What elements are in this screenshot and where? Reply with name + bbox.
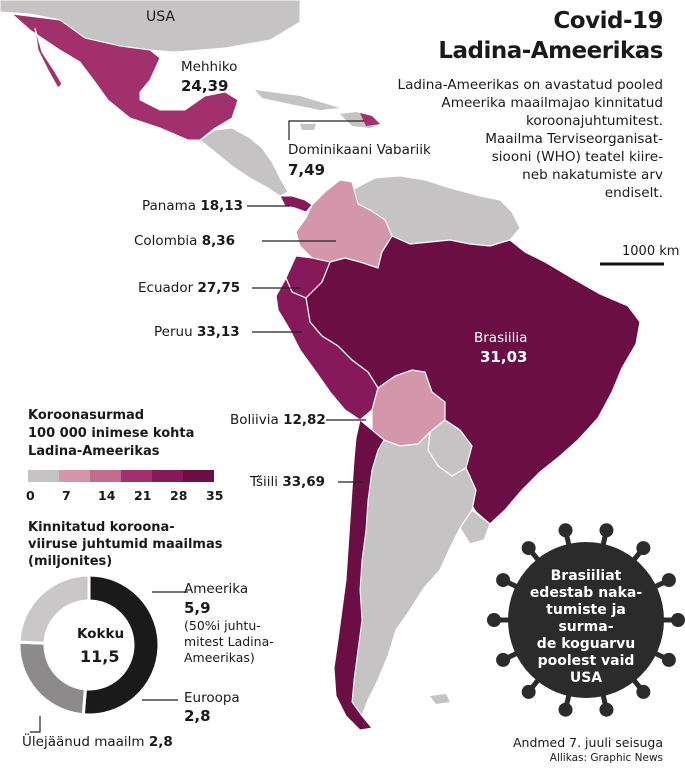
title-line1: Covid-19 [553, 8, 663, 34]
donut-total-label: Kokku [77, 626, 125, 642]
legend-tick-3: 21 [134, 488, 152, 503]
legend-tick-4: 28 [170, 488, 188, 503]
legend-tick-0: 0 [26, 488, 35, 503]
virus-spike-tip [558, 523, 573, 538]
cases-donut [17, 573, 161, 717]
virus-spike-tip [521, 541, 536, 556]
europe-label: Euroopa [184, 690, 240, 706]
legend-swatch-2 [90, 470, 121, 482]
uruguay-shape [459, 509, 491, 545]
label-mexico-name: Mehhiko [181, 59, 238, 75]
america-value: 5,9 [184, 599, 211, 617]
virus-spike-tip [496, 573, 511, 588]
title-line2: Ladina-Ameerikas [438, 38, 663, 64]
label-panama: Panama 18,13 [142, 198, 244, 214]
cases-title: Kinnitatud koroona-viiruse juhtumid maai… [28, 520, 223, 569]
donut-total-value: 11,5 [80, 647, 120, 666]
america-label: Ameerika [184, 581, 249, 597]
footer-source: Allikas: Graphic News [549, 752, 663, 764]
central-america-shape [199, 127, 289, 197]
label-dominican-value: 7,49 [288, 161, 326, 179]
donut-slice-2 [17, 573, 91, 645]
legend-swatch-1 [59, 470, 90, 482]
europe-value: 2,8 [184, 707, 211, 725]
virus-spike-tip [487, 613, 501, 627]
legend-tick-5: 35 [206, 488, 224, 503]
label-dominican-name: Dominikaani Vabariik [288, 142, 431, 158]
label-chile: Tšiili 33,69 [250, 474, 326, 490]
label-usa: USA [146, 9, 175, 25]
mexico-shape [10, 13, 239, 141]
virus-spike-tip [496, 652, 511, 667]
virus-spike-tip [558, 702, 573, 717]
virus-spike-tip [636, 684, 651, 699]
legend-tick-2: 14 [98, 488, 116, 503]
dominican-shape [360, 113, 380, 126]
falklands-shape [430, 694, 450, 704]
virus-icon [487, 523, 685, 717]
scale-label: 1000 km [622, 244, 680, 259]
label-brazil-value: 31,03 [480, 348, 528, 366]
legend-title: Koroonasurmad 100 000 inimese kohta Ladina… [28, 408, 195, 459]
legend-swatch-4 [152, 470, 183, 482]
legend-swatch-0 [28, 470, 59, 482]
panama-shape [279, 195, 313, 213]
rest-label: Ülejäänud maailm 2,8 [22, 734, 173, 750]
chile-shape [333, 419, 385, 731]
legend-swatch-5 [183, 470, 214, 482]
label-colombia: Colombia 8,36 [134, 233, 236, 249]
label-brazil-name: Brasiilia [474, 330, 528, 346]
virus-spike-tip [521, 684, 536, 699]
label-peru: Peruu 33,13 [154, 324, 240, 340]
donut-slice-0 [81, 573, 161, 717]
label-bolivia: Boliivia 12,82 [230, 412, 326, 428]
virus-text: Brasiiliat edestab naka-tumiste ja surma-… [529, 568, 643, 686]
virus-spike-tip [661, 652, 676, 667]
donut-slice-1 [17, 640, 88, 717]
label-ecuador: Ecuador 27,75 [138, 280, 241, 296]
footer-date: Andmed 7. juuli seisuga [512, 735, 663, 750]
intro-text: Ladina-Ameerikas on avastatud pooled Amee… [397, 77, 664, 201]
virus-spike-tip [671, 613, 685, 627]
legend-swatch-3 [121, 470, 152, 482]
virus-spike-tip [636, 541, 651, 556]
america-note: (50%i juhtu-mitest Ladina- Ameerikas) [184, 618, 274, 665]
jamaica-shape [300, 124, 316, 130]
virus-spike-tip [599, 523, 614, 538]
cuba-shape [255, 90, 340, 110]
virus-spike-tip [661, 573, 676, 588]
label-mexico-value: 24,39 [181, 77, 229, 95]
virus-spike-tip [599, 702, 614, 717]
legend-tick-1: 7 [62, 488, 71, 503]
